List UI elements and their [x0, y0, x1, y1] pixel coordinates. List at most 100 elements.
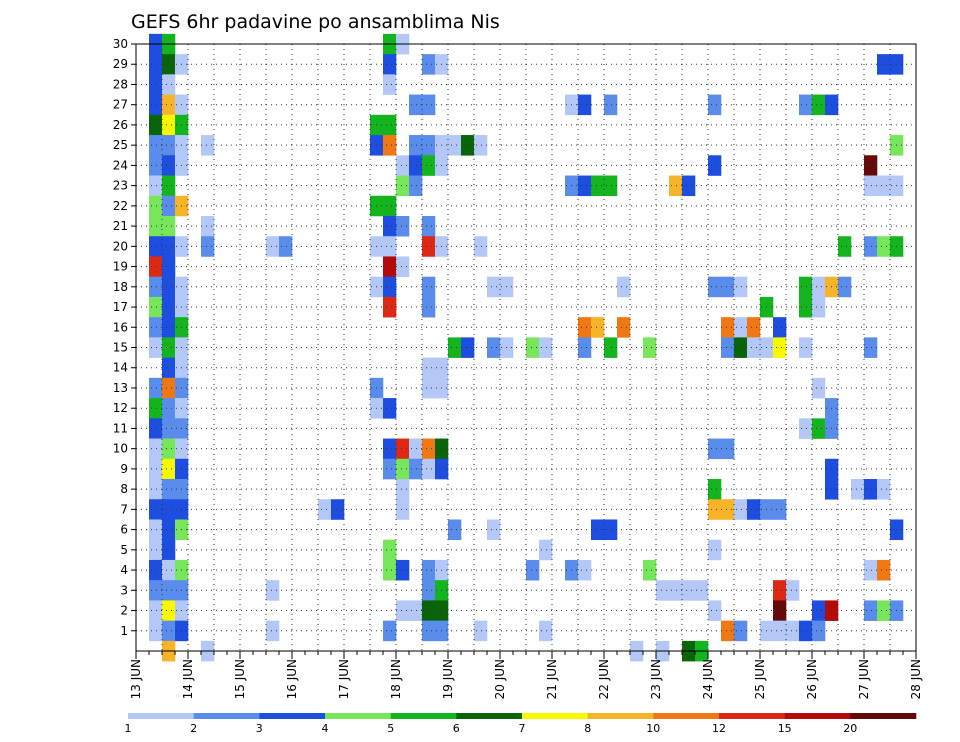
colorbar-label: 5 — [387, 722, 394, 735]
heatmap-cell — [474, 236, 488, 257]
heatmap-cell — [422, 135, 436, 156]
heatmap-cell — [773, 600, 787, 621]
heatmap-cell — [591, 317, 605, 338]
heatmap-cell — [383, 398, 397, 419]
heatmap-cell — [669, 580, 683, 601]
heatmap-cell — [773, 580, 787, 601]
heatmap-cell — [708, 600, 722, 621]
heatmap-cell — [708, 539, 722, 561]
y-tick-label: 28 — [113, 77, 128, 91]
heatmap-cell — [162, 54, 176, 75]
heatmap-cell — [162, 135, 176, 156]
heatmap-cell — [162, 580, 176, 601]
y-tick-label: 27 — [113, 98, 128, 112]
y-tick-label: 21 — [113, 219, 128, 233]
heatmap-cell — [851, 479, 865, 500]
heatmap-cell — [448, 519, 462, 541]
heatmap-cell — [422, 296, 436, 318]
heatmap-cell — [162, 155, 176, 176]
heatmap-cell — [773, 317, 787, 338]
heatmap-cell — [162, 377, 176, 399]
colorbar-label: 1 — [125, 722, 132, 735]
y-tick-label: 4 — [120, 563, 128, 577]
heatmap-cell — [812, 620, 826, 642]
heatmap-cell — [149, 74, 163, 95]
x-tick-label: 25 JUN — [753, 659, 767, 699]
heatmap-cell — [409, 438, 423, 460]
colorbar-label: 8 — [584, 722, 591, 735]
heatmap-cell — [734, 499, 748, 520]
y-tick-label: 22 — [113, 199, 128, 213]
heatmap-cell — [162, 276, 176, 298]
heatmap-cell — [201, 215, 215, 237]
heatmap-cell — [149, 499, 163, 520]
heatmap-cell — [877, 236, 891, 257]
colorbar-swatch — [193, 713, 260, 719]
x-tick-label: 24 JUN — [701, 659, 715, 699]
heatmap-cell — [448, 337, 462, 358]
heatmap-cell — [149, 377, 163, 399]
x-tick-label: 20 JUN — [493, 659, 507, 699]
heatmap-cell — [383, 135, 397, 156]
y-tick-label: 24 — [113, 158, 128, 172]
heatmap-cell — [149, 195, 163, 217]
heatmap-cell — [461, 135, 475, 156]
heatmap-cell — [422, 559, 436, 581]
heatmap-cell — [149, 296, 163, 318]
heatmap-cell — [877, 600, 891, 621]
heatmap-cell — [721, 438, 735, 460]
heatmap-cell — [526, 559, 540, 581]
heatmap-cell — [383, 620, 397, 642]
heatmap-cell — [721, 276, 735, 298]
heatmap-cell — [539, 337, 553, 358]
x-tick-label: 23 JUN — [649, 659, 663, 699]
heatmap-cell — [422, 276, 436, 298]
heatmap-cell — [422, 155, 436, 176]
heatmap-cell — [734, 276, 748, 298]
heatmap-cell — [396, 175, 410, 197]
x-tick-label: 13 JUN — [129, 659, 143, 699]
heatmap-cell — [812, 418, 826, 439]
heatmap-cell — [812, 377, 826, 399]
heatmap-cell — [864, 155, 878, 176]
heatmap-cell — [409, 458, 423, 480]
heatmap-cell — [162, 94, 176, 116]
heatmap-cell — [162, 236, 176, 257]
heatmap-cell — [864, 236, 878, 257]
colorbar-label: 6 — [453, 722, 460, 735]
heatmap-cell — [162, 317, 176, 338]
heatmap-cell — [383, 215, 397, 237]
heatmap-cell — [396, 559, 410, 581]
colorbar-label: 10 — [646, 722, 660, 735]
heatmap-cell — [539, 539, 553, 561]
heatmap-cell — [422, 236, 436, 257]
heatmap-cell — [487, 519, 501, 541]
heatmap-cell — [149, 155, 163, 176]
heatmap-cell — [162, 458, 176, 480]
x-tick-label: 18 JUN — [389, 659, 403, 699]
y-tick-label: 17 — [113, 300, 128, 314]
heatmap-cell — [409, 175, 423, 197]
heatmap-cell — [383, 195, 397, 217]
colorbar-swatch — [653, 713, 720, 719]
y-tick-label: 7 — [120, 502, 128, 516]
heatmap-cell — [708, 499, 722, 520]
colorbar-swatch — [456, 713, 523, 719]
colorbar-label: 2 — [190, 722, 197, 735]
y-tick-label: 5 — [120, 543, 128, 557]
heatmap-cell — [162, 195, 176, 217]
colorbar-swatch — [719, 713, 785, 719]
y-tick-label: 14 — [113, 361, 128, 375]
heatmap-cell — [396, 256, 410, 277]
heatmap-cell — [149, 620, 163, 642]
heatmap-cell — [162, 114, 176, 136]
heatmap-cell — [422, 438, 436, 460]
heatmap-cell — [162, 499, 176, 520]
chart-title: GEFS 6hr padavine po ansamblima Nis — [131, 11, 500, 33]
heatmap-cell — [747, 317, 761, 338]
colorbar-label: 7 — [519, 722, 526, 735]
y-tick-label: 15 — [113, 341, 128, 355]
colorbar-swatch — [850, 713, 917, 719]
heatmap-cell — [162, 256, 176, 277]
